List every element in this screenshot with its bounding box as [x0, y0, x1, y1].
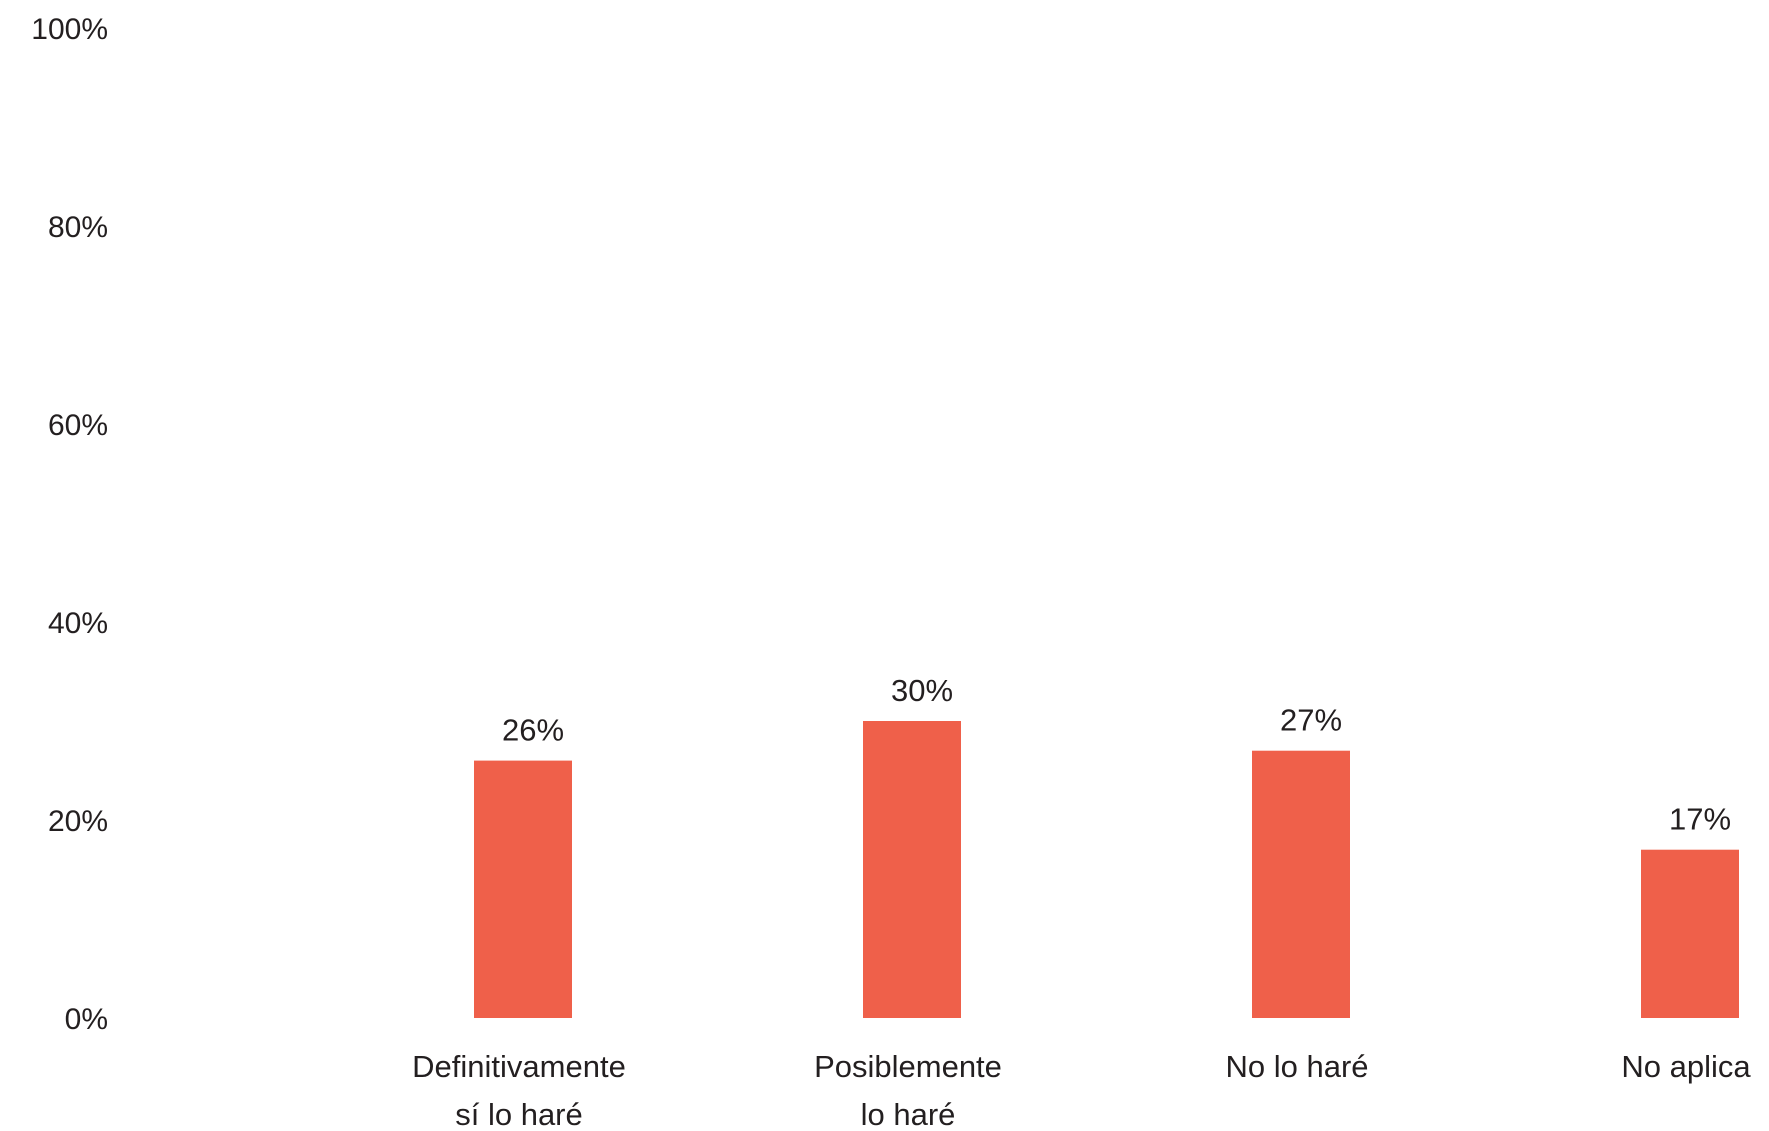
category-label: Definitivamente	[412, 1049, 626, 1084]
data-label: 30%	[891, 673, 953, 708]
data-label: 26%	[502, 713, 564, 748]
y-tick-label: 80%	[48, 211, 108, 244]
bar	[1641, 849, 1739, 1018]
data-label: 27%	[1280, 703, 1342, 738]
bar	[1252, 750, 1350, 1018]
y-tick-label: 0%	[65, 1003, 108, 1036]
y-tick-label: 20%	[48, 805, 108, 838]
category-label: Posiblemente	[814, 1049, 1002, 1084]
category-label: No aplica	[1621, 1049, 1751, 1084]
y-tick-label: 40%	[48, 607, 108, 640]
category-label: lo haré	[861, 1097, 956, 1131]
bar	[863, 721, 961, 1018]
y-tick-label: 60%	[48, 409, 108, 442]
y-tick-label: 100%	[31, 13, 108, 46]
category-label: No lo haré	[1225, 1049, 1368, 1084]
category-label: sí lo haré	[455, 1097, 583, 1131]
data-label: 17%	[1669, 802, 1731, 837]
bar	[474, 760, 572, 1018]
